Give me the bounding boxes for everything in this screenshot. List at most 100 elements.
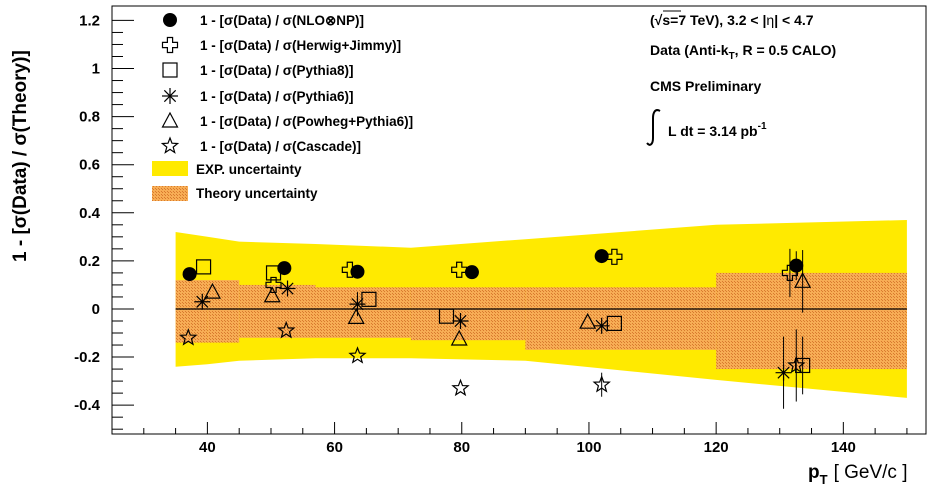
x-axis-title-main: p [808, 462, 820, 483]
y-tick-label: 1 [92, 61, 100, 78]
data-point-asterisk [452, 312, 469, 329]
data-point-cross [451, 261, 468, 278]
annotations: (√s=7 TeV), 3.2 < |η| < 4.7 Data (Anti-k… [646, 10, 836, 146]
data-point-circle [182, 267, 197, 282]
energy-annotation: (√s=7 TeV), 3.2 < |η| < 4.7 [650, 10, 814, 28]
data-point-square [795, 357, 811, 374]
data-point-circle [277, 261, 292, 276]
data-point-star [179, 328, 198, 346]
theory-uncertainty-band [175, 272, 907, 370]
axis-ticks [112, 19, 908, 434]
legend-label-theory: Theory uncertainty [196, 186, 318, 201]
theory-band-bin-1 [207, 280, 240, 343]
data-annotation-sub: T [729, 51, 735, 62]
data-point-star [787, 355, 806, 374]
luminosity-label: L dt = 3.14 pb-1 [668, 121, 767, 139]
x-axis-title-sub: T [820, 472, 828, 487]
legend-entry-theory-uncertainty: Theory uncertainty [152, 186, 318, 201]
theory-band-bin-0 [175, 280, 208, 343]
legend-symbol [160, 136, 180, 154]
data-point-square [438, 308, 455, 324]
legend-entry-pythia6: 1 - [σ(Data) / σ(Pythia6)] [162, 88, 353, 104]
legend-marker-cross [161, 36, 179, 54]
data-point-circle [594, 249, 609, 264]
legend-label-cascade: 1 - [σ(Data) / σ(Cascade)] [200, 139, 361, 154]
legend-marker-asterisk [162, 88, 178, 104]
legend-swatch-exp [152, 161, 188, 176]
data-point-asterisk [279, 280, 296, 297]
theory-band-bin-5 [525, 287, 717, 350]
data-point-star [592, 375, 611, 393]
y-tick-label: -0.4 [74, 397, 101, 414]
data-point-triangle [794, 272, 812, 288]
series-star [179, 320, 806, 397]
data-point-triangle [203, 282, 221, 299]
data-point-asterisk [349, 296, 366, 313]
x-axis-title: pT [ GeV/c ] [808, 462, 907, 487]
luminosity-annotation: L dt = 3.14 pb-1 [646, 109, 767, 146]
data-point-cross [265, 276, 282, 294]
data-point-square [195, 259, 212, 275]
series-cross [265, 248, 799, 294]
legend-entry-pythia8: 1 - [σ(Data) / σ(Pythia8)] [162, 62, 353, 78]
y-tick-label: 0.6 [79, 157, 100, 174]
y-tick-label: 0 [92, 301, 100, 318]
legend-entry-powheg: 1 - [σ(Data) / σ(Powheg+Pythia6)] [161, 111, 413, 129]
luminosity-sup: -1 [758, 121, 767, 132]
legend-swatch-theory [152, 186, 188, 201]
x-axis-title-unit: [ GeV/c ] [834, 462, 908, 483]
y-tick-label: -0.2 [74, 349, 100, 366]
legend-marker-triangle [161, 111, 179, 128]
data-point-circle [464, 265, 479, 280]
data-point-asterisk [775, 364, 792, 381]
data-point-cross [781, 264, 799, 281]
data-markers [179, 248, 812, 397]
y-axis-title: 1 - [σ(Data) / σ(Theory)] [10, 50, 31, 262]
data-point-asterisk [194, 293, 211, 310]
x-tick-label: 60 [326, 439, 343, 456]
data-point-cross [341, 261, 358, 278]
energy-open: ( [650, 12, 655, 28]
x-tick-label: 140 [831, 439, 856, 456]
data-point-triangle [450, 329, 468, 346]
legend-symbol [162, 62, 178, 78]
data-point-square [606, 315, 622, 331]
x-tick-label: 80 [453, 439, 470, 456]
series-asterisk [194, 280, 792, 381]
plot-frame [111, 5, 927, 435]
data-point-cross [606, 248, 623, 265]
y-tick-label: 1.2 [79, 12, 100, 29]
legend-entry-exp-uncertainty: EXP. uncertainty [152, 161, 302, 177]
legend-marker-square [162, 62, 178, 78]
legend-marker-circle [163, 13, 177, 27]
legend-marker-star [160, 136, 180, 154]
legend-symbol [162, 88, 178, 104]
series-triangle [203, 272, 812, 346]
data-point-star [451, 378, 470, 397]
y-tick-label: 0.2 [79, 253, 100, 270]
theory-band-bin-6 [716, 272, 907, 370]
data-point-triangle [579, 312, 597, 329]
legend-label-powheg: 1 - [σ(Data) / σ(Powheg+Pythia6)] [200, 114, 413, 129]
data-point-triangle [347, 308, 365, 324]
tick-labels: 40 60 80 100 120 140 -0.4 -0.2 0 0.2 0.4 0.6 0.8 1 1.2 [74, 12, 856, 456]
legend-entry-nlo: 1 - [σ(Data) / σ(NLO⊗NP)] [163, 13, 364, 28]
legend-label-exp: EXP. uncertainty [196, 162, 302, 177]
energy-tail: | < 4.7 [774, 12, 814, 28]
legend-entry-herwig: 1 - [σ(Data) / σ(Herwig+Jimmy)] [161, 36, 401, 54]
legend-symbol [163, 13, 177, 27]
data-point-star [276, 320, 296, 339]
energy-label: (√s=7 TeV), 3.2 < |η| < 4.7 [650, 12, 814, 28]
data-point-triangle [263, 286, 281, 303]
data-point-star [348, 346, 367, 364]
legend-symbol [161, 36, 179, 54]
legend-entry-cascade: 1 - [σ(Data) / σ(Cascade)] [160, 136, 361, 154]
y-tick-label: 0.8 [79, 109, 100, 126]
data-annotation: Data (Anti-kT, R = 0.5 CALO) [650, 42, 836, 62]
legend-label-pythia6: 1 - [σ(Data) / σ(Pythia6)] [200, 89, 353, 104]
legend-label-pythia8: 1 - [σ(Data) / σ(Pythia8)] [200, 63, 353, 78]
theory-band-bin-3 [315, 287, 411, 338]
theory-band-bin-2 [239, 284, 316, 338]
y-tick-label: 0.4 [79, 205, 101, 222]
